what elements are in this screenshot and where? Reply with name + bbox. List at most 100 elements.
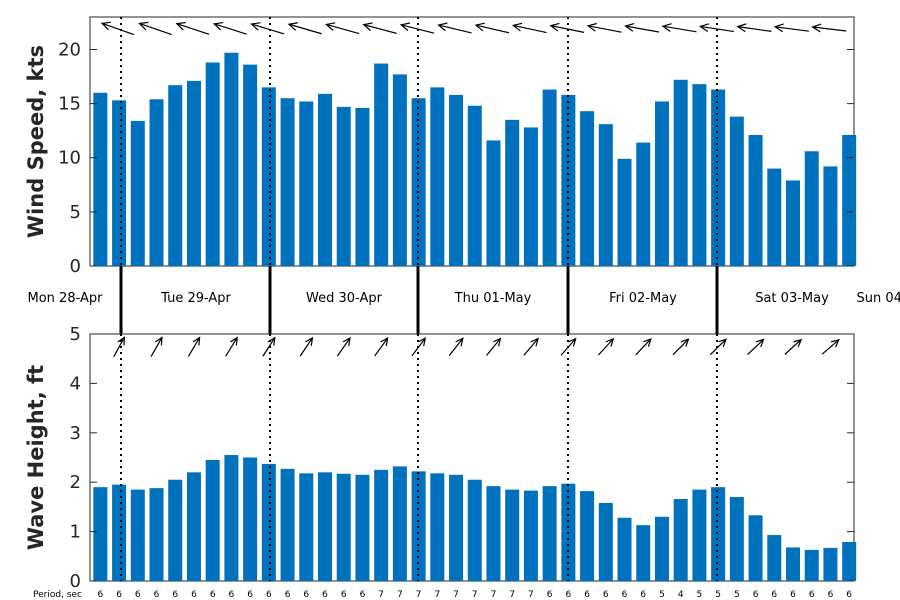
wave-bar-32 — [692, 489, 707, 581]
wind-direction-arrow-17 — [399, 22, 435, 34]
wave-bar-0 — [93, 487, 108, 581]
period-value-5: 6 — [191, 590, 197, 600]
period-value-2: 6 — [135, 590, 141, 600]
wave-bar-22 — [505, 489, 520, 581]
wind-direction-arrow-1-shaft — [101, 22, 135, 36]
wave-direction-arrow-5-shaft — [187, 337, 201, 357]
wave-bar-37 — [786, 547, 800, 581]
wind-direction-arrow-11-shaft — [288, 23, 322, 35]
wave-bar-36 — [767, 535, 782, 581]
wind-direction-arrow-13-head — [325, 22, 336, 31]
wave-direction-arrow-37 — [784, 338, 803, 355]
period-value-39: 6 — [828, 590, 834, 600]
period-value-40: 6 — [846, 590, 852, 600]
wind-ytick-label-1: 5 — [70, 202, 81, 223]
day-label-3: Thu 01-May — [454, 291, 532, 306]
wind-direction-arrow-25 — [549, 22, 585, 33]
period-value-12: 6 — [322, 590, 328, 600]
wind-direction-arrow-23-shaft — [513, 24, 547, 34]
wave-direction-arrow-31 — [672, 338, 690, 356]
wind-direction-arrow-37-head — [773, 23, 784, 33]
period-value-11: 6 — [303, 590, 309, 600]
wind-direction-arrow-3-head — [138, 21, 149, 31]
wind-bar-13 — [336, 106, 351, 266]
day-label-1: Tue 29-Apr — [160, 291, 231, 306]
wave-direction-arrow-33-head — [718, 338, 727, 348]
wind-direction-arrow-33 — [698, 23, 735, 33]
wave-bar-14 — [355, 474, 370, 581]
wind-bar-8 — [243, 64, 258, 266]
wave-direction-arrow-9 — [262, 336, 276, 357]
wind-bar-1 — [112, 100, 127, 266]
wind-direction-arrow-21-head — [474, 22, 485, 32]
wind-direction-arrow-9-head — [250, 22, 261, 31]
wave-direction-arrow-7-head — [230, 336, 238, 346]
wind-bar-28 — [617, 158, 632, 266]
wind-bar-39 — [823, 166, 838, 266]
wind-direction-arrow-35 — [736, 23, 772, 33]
wind-direction-arrow-19-shaft — [438, 24, 472, 34]
wind-bar-29 — [636, 142, 651, 266]
wave-direction-arrow-13-head — [342, 336, 351, 346]
wind-bar-2 — [130, 120, 145, 266]
wind-bar-19 — [449, 94, 464, 267]
wind-bar-15 — [374, 63, 389, 267]
wind-bar-6 — [205, 62, 220, 266]
period-value-33: 5 — [715, 590, 721, 600]
wind-direction-arrow-15 — [362, 22, 397, 34]
wind-bar-38 — [804, 151, 819, 266]
period-value-14: 6 — [360, 590, 366, 600]
wind-direction-arrow-27-head — [586, 22, 597, 32]
wave-direction-arrow-11-shaft — [299, 337, 313, 357]
wind-direction-arrow-7-shaft — [214, 23, 247, 35]
wave-direction-arrow-27-shaft — [597, 338, 614, 356]
wind-bar-21 — [486, 140, 501, 266]
wind-direction-arrow-39-shaft — [812, 26, 847, 32]
wind-direction-arrow-13-shaft — [326, 23, 360, 35]
wave-direction-arrow-23-shaft — [523, 338, 539, 356]
wave-bar-39 — [823, 547, 838, 581]
wave-direction-arrow-21 — [486, 337, 502, 356]
wave-bar-20 — [467, 479, 482, 581]
wave-bar-34 — [729, 497, 744, 581]
wind-direction-arrow-9 — [250, 22, 285, 35]
wave-direction-arrow-35-head — [755, 338, 765, 348]
period-label: Period, sec — [33, 590, 82, 600]
wind-direction-arrow-19 — [437, 22, 472, 34]
wave-direction-arrow-17-head — [417, 337, 427, 347]
period-value-15: 7 — [378, 590, 384, 600]
wave-direction-arrow-13-shaft — [336, 337, 351, 357]
wave-direction-arrow-37-shaft — [784, 339, 802, 355]
wind-direction-arrow-35-shaft — [737, 26, 772, 32]
wave-direction-arrow-1 — [113, 336, 125, 357]
wind-direction-arrow-31-shaft — [662, 25, 697, 33]
wave-direction-arrow-3-shaft — [150, 337, 163, 357]
wind-direction-arrow-33-head — [698, 23, 710, 33]
wind-direction-arrow-13 — [325, 22, 360, 35]
period-value-19: 7 — [453, 590, 459, 600]
wind-direction-arrow-21 — [474, 22, 510, 34]
wind-direction-arrow-5 — [175, 21, 210, 35]
wave-direction-arrow-39 — [821, 338, 840, 355]
wind-bar-17 — [411, 98, 426, 267]
wave-ytick-label-0: 0 — [70, 571, 81, 592]
wave-ytick-label-5: 5 — [70, 324, 81, 345]
wind-bar-40 — [842, 135, 857, 266]
wave-direction-arrow-3 — [150, 336, 163, 357]
wave-direction-arrow-37-head — [793, 338, 803, 348]
wave-bar-29 — [636, 525, 651, 581]
wind-bar-9 — [261, 87, 276, 266]
wave-direction-arrow-33-shaft — [709, 338, 727, 356]
wave-bar-10 — [280, 468, 295, 581]
period-value-38: 6 — [809, 590, 815, 600]
wave-direction-arrow-25-head — [568, 337, 577, 347]
wind-bar-32 — [692, 84, 707, 267]
wave-direction-arrow-21-head — [492, 337, 502, 347]
period-value-22: 7 — [509, 590, 515, 600]
wave-direction-arrow-5-head — [192, 336, 201, 346]
wave-ytick-label-3: 3 — [70, 423, 81, 444]
period-value-27: 6 — [603, 590, 609, 600]
wind-bar-12 — [318, 93, 332, 266]
wave-bar-40 — [842, 541, 857, 581]
wave-direction-arrow-1-head — [117, 336, 125, 346]
